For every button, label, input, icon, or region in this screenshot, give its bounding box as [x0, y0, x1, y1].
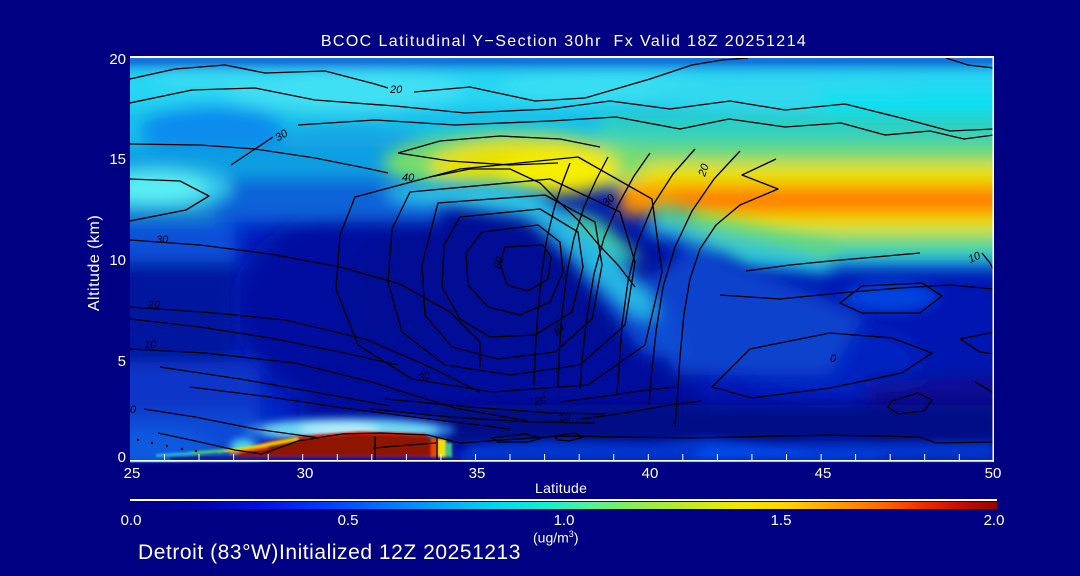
svg-text:0: 0	[830, 353, 837, 365]
svg-text:10: 10	[557, 411, 572, 425]
svg-text:0: 0	[130, 404, 137, 416]
svg-text:10: 10	[966, 249, 983, 265]
svg-text:30: 30	[417, 369, 433, 384]
svg-text:10: 10	[144, 339, 157, 351]
svg-text:30: 30	[156, 234, 169, 246]
svg-text:20: 20	[696, 162, 712, 179]
svg-text:20: 20	[147, 299, 161, 311]
svg-text:20: 20	[532, 394, 548, 408]
svg-text:20: 20	[389, 84, 403, 96]
svg-text:40: 40	[402, 172, 415, 184]
svg-text:60: 60	[492, 255, 507, 271]
